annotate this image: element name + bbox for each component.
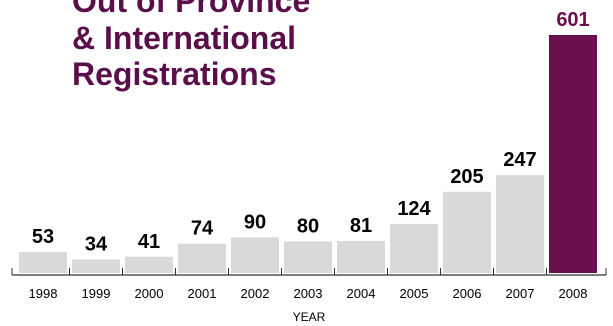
x-tick-label-2002: 2002 bbox=[241, 286, 270, 301]
bar-2008 bbox=[549, 35, 597, 273]
bar-2003 bbox=[284, 241, 332, 273]
bar-2006 bbox=[443, 191, 491, 273]
x-tick-label-2001: 2001 bbox=[188, 286, 217, 301]
x-axis-title: YEAR bbox=[293, 310, 326, 324]
bar-2001 bbox=[178, 243, 226, 273]
data-label-2001: 74 bbox=[191, 218, 214, 240]
data-label-2000: 41 bbox=[138, 231, 160, 253]
chart-title: Out of Province & International Registra… bbox=[72, 0, 310, 92]
chart-title-line-3: Registrations bbox=[72, 56, 276, 92]
x-axis-ticks-group bbox=[11, 268, 607, 275]
x-tick-label-2004: 2004 bbox=[347, 286, 376, 301]
bars-group bbox=[19, 35, 597, 273]
data-label-1998: 53 bbox=[32, 226, 54, 248]
x-tick-label-1999: 1999 bbox=[82, 286, 111, 301]
bar-2000 bbox=[125, 256, 173, 273]
bar-2002 bbox=[231, 237, 279, 273]
bar-2005 bbox=[390, 223, 438, 273]
x-tick-label-1998: 1998 bbox=[29, 286, 58, 301]
bar-1998 bbox=[19, 252, 67, 273]
x-tick-label-2005: 2005 bbox=[400, 286, 429, 301]
x-tick-label-2003: 2003 bbox=[294, 286, 323, 301]
bar-2004 bbox=[337, 240, 385, 273]
chart-title-line-2: & International bbox=[72, 20, 296, 56]
x-tick-label-2008: 2008 bbox=[559, 286, 588, 301]
bar-2007 bbox=[496, 175, 544, 273]
data-label-2004: 81 bbox=[350, 215, 372, 237]
data-label-2002: 90 bbox=[244, 211, 266, 233]
x-tick-label-2007: 2007 bbox=[506, 286, 535, 301]
chart-title-line-1: Out of Province bbox=[72, 0, 310, 19]
data-label-2005: 124 bbox=[397, 198, 431, 220]
data-label-2007: 247 bbox=[503, 149, 536, 171]
data-label-1999: 34 bbox=[85, 234, 108, 256]
data-label-2008: 601 bbox=[556, 9, 589, 31]
bar-1999 bbox=[72, 259, 120, 273]
x-tick-labels-group: 1998 1999 2000 2001 2002 2003 2004 2005 2006 2007… bbox=[29, 286, 588, 301]
x-tick-label-2000: 2000 bbox=[135, 286, 164, 301]
x-tick-label-2006: 2006 bbox=[453, 286, 482, 301]
data-labels-group: 53 34 41 74 90 80 81 124 205 247 601 bbox=[32, 9, 590, 256]
data-label-2003: 80 bbox=[297, 215, 319, 237]
data-label-2006: 205 bbox=[450, 166, 483, 188]
